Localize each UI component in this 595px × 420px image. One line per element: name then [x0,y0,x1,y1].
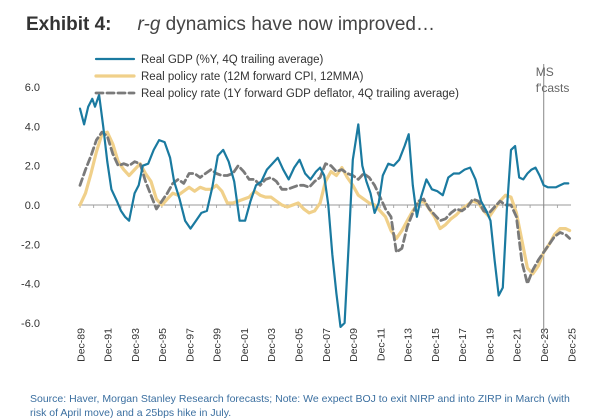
x-tick-label: Dec-17 [457,328,469,362]
x-tick-label: Dec-97 [184,328,196,362]
y-tick-label: 6.0 [25,82,40,94]
title-text: dynamics have now improved… [160,14,435,35]
chart-title: Exhibit 4: r-g dynamics have now improved… [26,14,435,36]
exhibit-number: Exhibit 4: [26,14,112,35]
y-tick-label: -4.0 [21,279,40,291]
x-tick-label: Dec-07 [321,328,333,362]
x-tick-label: Dec-91 [103,328,115,362]
x-tick-label: Dec-99 [212,328,224,362]
x-tick-label: Dec-25 [566,328,578,362]
x-tick-label: Dec-23 [539,328,551,362]
forecast-annotation: f'casts [536,81,570,95]
series-line-3 [78,130,571,286]
series-line-1 [78,93,570,328]
x-tick-label: Dec-15 [430,328,442,362]
x-tick-label: Dec-03 [266,328,278,362]
x-tick-label: Dec-93 [130,328,142,362]
x-tick-label: Dec-95 [157,328,169,362]
x-tick-label: Dec-11 [375,328,387,361]
x-tick-label: Dec-13 [403,328,415,362]
source-note: Source: Haver, Morgan Stanley Research f… [30,393,570,419]
legend-label: Real GDP (%Y, 4Q trailing average) [141,54,324,66]
line-chart: 6.0 4.0 2.0 0.0 -2.0 -4.0 -6.0 Dec-89 Dec-91 Dec-… [21,54,578,362]
forecast-annotation: MS [536,65,554,79]
y-tick-label: 4.0 [25,121,40,133]
title-emphasis: r-g [137,14,161,35]
x-tick-label: Dec-09 [348,328,360,362]
x-tick-label: Dec-05 [294,328,306,362]
y-tick-label: 2.0 [25,161,40,173]
y-tick-label: -2.0 [21,239,40,251]
legend-label: Real policy rate (12M forward CPI, 12MMA… [141,71,364,83]
x-tick-label: Dec-01 [239,328,251,362]
x-tick-label: Dec-21 [512,328,524,362]
x-tick-label: Dec-89 [75,328,87,362]
y-tick-label: -6.0 [21,318,40,330]
legend-label: Real policy rate (1Y forward GDP deflato… [141,88,459,100]
y-tick-label: 0.0 [25,200,40,212]
x-tick-label: Dec-19 [484,328,496,362]
